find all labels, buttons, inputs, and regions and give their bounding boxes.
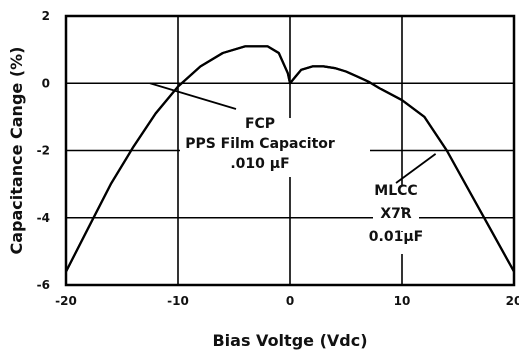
series-line-2: [65, 45, 515, 273]
x-tick-label: 0: [286, 294, 294, 308]
annotation-background: [373, 209, 419, 231]
x-axis-label: Bias Voltge (Vdc): [212, 331, 367, 350]
x-tick-label: -10: [167, 294, 189, 308]
annotation-background: [230, 157, 298, 177]
annotation-text: 0.01µF: [369, 229, 423, 245]
annotation-background: [180, 130, 370, 158]
y-tick-label: -6: [37, 278, 50, 292]
y-tick-label: -4: [37, 211, 50, 225]
annotation-text: MLCC: [374, 183, 417, 199]
annotation-background: [360, 185, 432, 207]
x-tick-label: -20: [55, 294, 77, 308]
curves: [65, 45, 515, 273]
annotation-leader-line: [395, 153, 437, 184]
annotation-text: X7R: [380, 206, 412, 222]
plot-frame: [64, 14, 516, 287]
x-tick-label: 20: [506, 294, 519, 308]
annotation-background: [365, 232, 429, 254]
y-axis-label: Capacitance Cange (%): [7, 47, 26, 255]
y-tick-label: 0: [42, 76, 50, 90]
annotation-1: FCP PPS Film Capacitor .010 µF: [149, 82, 370, 177]
y-tick-label: 2: [42, 9, 50, 23]
annotation-leader-line: [149, 82, 237, 110]
annotation-text: FCP: [245, 116, 275, 132]
annotation-text: .010 µF: [230, 156, 289, 172]
annotation-text: PPS Film Capacitor: [185, 136, 335, 152]
annotations: FCP PPS Film Capacitor .010 µF MLCC X7R 0.01µ…: [149, 82, 437, 254]
annotation-2: MLCC X7R 0.01µF: [360, 153, 437, 254]
x-tick-label: 10: [394, 294, 411, 308]
y-tick-label: -2: [37, 144, 50, 158]
